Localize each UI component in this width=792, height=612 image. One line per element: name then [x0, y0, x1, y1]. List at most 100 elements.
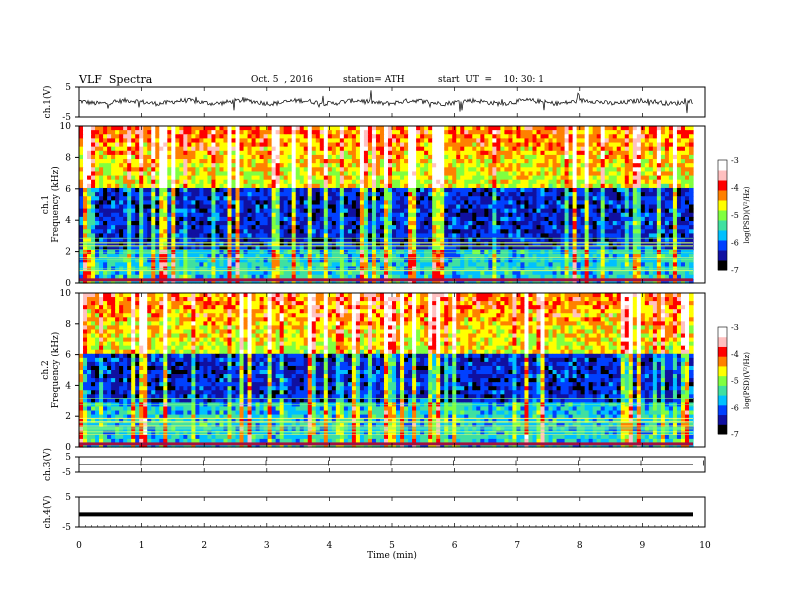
spectrogram-cell [588, 196, 594, 201]
spectrogram-cell [452, 167, 457, 173]
spectrogram-cell [508, 175, 514, 181]
spectrogram-cell [251, 150, 257, 156]
spectrogram-cell [263, 208, 269, 214]
spectrogram-cell [363, 241, 369, 247]
spectrogram-cell [512, 192, 518, 197]
spectrogram-cell [267, 154, 273, 160]
spectrogram-cell [311, 142, 317, 148]
spectrogram-cell [251, 163, 257, 168]
spectrogram-cell [612, 138, 618, 144]
spectrogram-cell [243, 187, 249, 193]
spectrogram-cell [179, 171, 184, 177]
spectrogram-cell [408, 130, 413, 135]
spectrogram-cell [143, 154, 148, 160]
spectrogram-cell [383, 126, 389, 131]
spectrogram-cell [139, 241, 144, 247]
spectrogram-cell [123, 138, 128, 144]
spectrogram-cell [688, 204, 694, 210]
spectrogram-cell [524, 196, 530, 201]
spectrogram-cell [283, 130, 289, 135]
spectrogram-cell [127, 221, 132, 226]
spectrogram-cell [187, 200, 192, 206]
spectrogram-cell [119, 163, 124, 168]
spectrogram-cell [335, 154, 341, 160]
spectrogram-cell [247, 196, 253, 201]
spectrogram-cell [291, 229, 297, 235]
spectrogram-cell [87, 216, 92, 222]
spectrogram-cell [676, 241, 682, 247]
spectrogram-cell [656, 249, 662, 255]
spectrogram-cell [644, 134, 650, 139]
spectrogram-cell [383, 159, 389, 164]
spectrogram-cell [680, 179, 686, 185]
spectrogram-cell [195, 159, 200, 164]
spectrogram-cell [616, 233, 622, 239]
spectrogram-cell [420, 179, 425, 185]
spectrogram-cell [416, 142, 421, 148]
spectrogram-cell [640, 229, 646, 235]
spectrogram-cell [151, 192, 156, 197]
spectrogram-cell [496, 126, 501, 131]
spectrogram-cell [556, 237, 562, 243]
spectrogram-cell [520, 183, 526, 189]
spectrogram-cell [331, 192, 337, 197]
spectrogram-cell [604, 171, 610, 177]
spectrogram-cell [424, 229, 429, 235]
spectrogram-cell [684, 208, 690, 214]
spectrogram-cell [191, 249, 196, 255]
spectrogram-cell [103, 171, 108, 177]
spectrogram-cell [231, 245, 237, 251]
spectrogram-cell [363, 237, 369, 243]
spectrogram-cell [392, 179, 397, 185]
spectrogram-cell [520, 221, 526, 226]
spectrogram-cell [119, 192, 124, 197]
spectrogram-cell [171, 183, 176, 189]
spectrogram-cell [263, 192, 269, 197]
spectrogram-cell [504, 249, 509, 255]
spectrogram-cell [536, 167, 542, 173]
spectrogram-cell [396, 192, 401, 197]
spectrogram-cell [660, 229, 666, 235]
spectrogram-cell [291, 216, 297, 222]
spectrogram-cell [544, 216, 550, 222]
spectrogram-cell [400, 146, 405, 152]
spectrogram-cell [616, 212, 622, 218]
spectrogram-cell [335, 175, 341, 181]
spectrogram-cell [656, 167, 662, 173]
spectrogram-cell [175, 150, 180, 156]
spectrogram-cell [255, 159, 261, 164]
spectrogram-cell [215, 150, 221, 156]
spectrogram-cell [295, 196, 301, 201]
spectrogram-cell [179, 212, 184, 218]
spectrogram-cell [235, 245, 241, 251]
spectrogram-cell [624, 175, 630, 181]
spectrogram-cell [556, 163, 562, 168]
spectrogram-cell [339, 134, 345, 139]
spectrogram-cell [520, 249, 526, 255]
spectrogram-cell [516, 241, 522, 247]
spectrogram-cell [363, 175, 369, 181]
spectrogram-cell [195, 221, 200, 226]
spectrogram-cell [600, 249, 606, 255]
spectrogram-cell [127, 241, 132, 247]
spectrogram-cell [315, 204, 321, 210]
spectrogram-cell [191, 216, 196, 222]
spectrogram-cell [275, 233, 281, 239]
spectrogram-cell [159, 258, 164, 263]
spectrogram-cell [572, 167, 578, 173]
spectrogram-cell [243, 163, 249, 168]
spectrogram-cell [231, 254, 237, 259]
spectrogram-cell [79, 200, 84, 206]
spectrogram-cell [584, 229, 590, 235]
spectrogram-cell [444, 225, 449, 230]
spectrogram-cell [347, 216, 353, 222]
spectrogram-cell [219, 167, 225, 173]
spectrogram-cell [500, 142, 505, 148]
spectrogram-cell [468, 142, 473, 148]
spectrogram-cell [552, 237, 558, 243]
spectrogram-cell [548, 146, 554, 152]
spectrogram-cell [319, 221, 325, 226]
spectrogram-cell [203, 204, 209, 210]
spectrogram-cell [628, 159, 634, 164]
spectrogram-cell [367, 142, 373, 148]
